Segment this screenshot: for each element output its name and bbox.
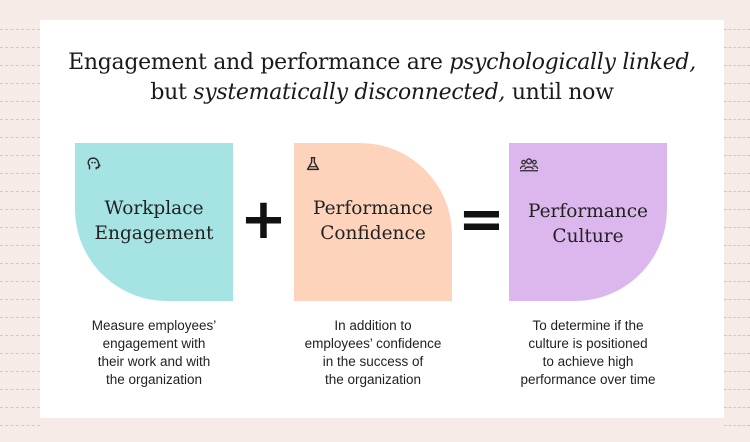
tile-label-line: Culture: [552, 226, 624, 247]
description-line: their work and with: [97, 354, 211, 369]
headline-emphasis: systematically disconnected,: [193, 80, 506, 105]
description-line: employees’ confidence: [304, 336, 442, 351]
description-line: to achieve high: [542, 354, 634, 369]
infographic-card: Engagement and performance are psycholog…: [40, 20, 724, 418]
flask-icon: [306, 156, 320, 171]
headline-text: but: [150, 80, 194, 105]
workplace-engagement-tile: Workplace Engagement: [75, 143, 233, 301]
description-line: performance over time: [520, 372, 656, 387]
team-icon: [519, 158, 539, 172]
description-line: In addition to: [334, 318, 412, 333]
description-line: the organization: [105, 372, 203, 387]
plus-operator: +: [240, 187, 287, 252]
description-line: in the success of: [322, 354, 424, 369]
equals-operator: =: [458, 187, 505, 252]
performance-culture-tile: Performance Culture: [509, 143, 667, 301]
description-line: To determine if the: [532, 318, 644, 333]
head-icon: [87, 157, 101, 170]
performance-confidence-tile: Performance Confidence: [294, 143, 452, 301]
headline: Engagement and performance are psycholog…: [40, 48, 724, 108]
workplace-engagement-description: Measure employees’ engagement with their…: [54, 317, 254, 389]
performance-confidence-description: In addition to employees’ confidence in …: [273, 317, 473, 389]
headline-line-2: but systematically disconnected, until n…: [40, 78, 724, 108]
headline-text: Engagement and performance are: [68, 50, 450, 75]
tile-label-line: Workplace: [104, 198, 204, 219]
description-line: Measure employees’: [91, 318, 217, 333]
tile-label-line: Confidence: [320, 223, 426, 244]
description-line: culture is positioned: [528, 336, 648, 351]
description-line: engagement with: [102, 336, 206, 351]
headline-line-1: Engagement and performance are psycholog…: [40, 48, 724, 78]
tile-label-line: Performance: [527, 201, 649, 222]
performance-culture-description: To determine if the culture is positione…: [488, 317, 688, 389]
tile-label-line: Performance: [312, 198, 434, 219]
tile-label-line: Engagement: [94, 223, 214, 244]
headline-emphasis: psychologically linked,: [449, 50, 696, 75]
headline-text: until now: [505, 80, 614, 105]
description-line: the organization: [324, 372, 422, 387]
